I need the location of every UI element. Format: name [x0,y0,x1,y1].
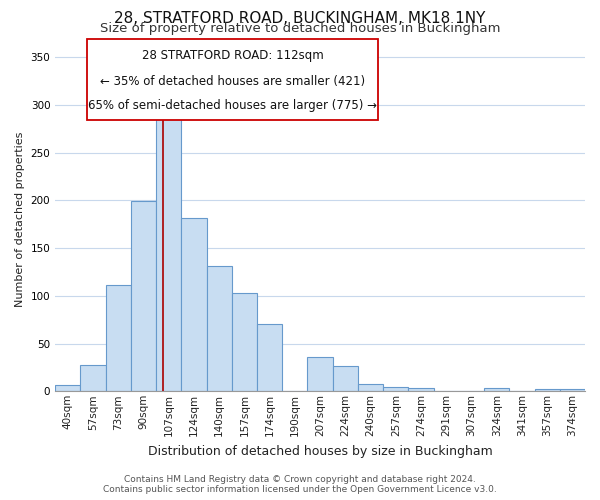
Bar [307,357,332,392]
Bar [206,266,232,392]
Bar [106,286,131,392]
Bar [156,116,181,392]
Bar [383,388,409,392]
Y-axis label: Number of detached properties: Number of detached properties [15,132,25,307]
Bar [409,388,434,392]
Bar [484,388,509,392]
Bar [560,390,585,392]
Bar [55,384,80,392]
Text: 28, STRATFORD ROAD, BUCKINGHAM, MK18 1NY: 28, STRATFORD ROAD, BUCKINGHAM, MK18 1NY [115,11,485,26]
Bar [358,384,383,392]
Bar [332,366,358,392]
Text: Contains HM Land Registry data © Crown copyright and database right 2024.: Contains HM Land Registry data © Crown c… [124,474,476,484]
X-axis label: Distribution of detached houses by size in Buckingham: Distribution of detached houses by size … [148,444,493,458]
Text: Contains public sector information licensed under the Open Government Licence v3: Contains public sector information licen… [103,485,497,494]
Text: ← 35% of detached houses are smaller (421): ← 35% of detached houses are smaller (42… [100,75,365,88]
Bar [232,293,257,392]
Text: 28 STRATFORD ROAD: 112sqm: 28 STRATFORD ROAD: 112sqm [142,49,323,62]
Bar [131,201,156,392]
Bar [257,324,282,392]
Bar [535,390,560,392]
Bar [181,218,206,392]
Text: 65% of semi-detached houses are larger (775) →: 65% of semi-detached houses are larger (… [88,99,377,112]
Text: Size of property relative to detached houses in Buckingham: Size of property relative to detached ho… [100,22,500,35]
Bar [80,366,106,392]
FancyBboxPatch shape [87,39,379,119]
